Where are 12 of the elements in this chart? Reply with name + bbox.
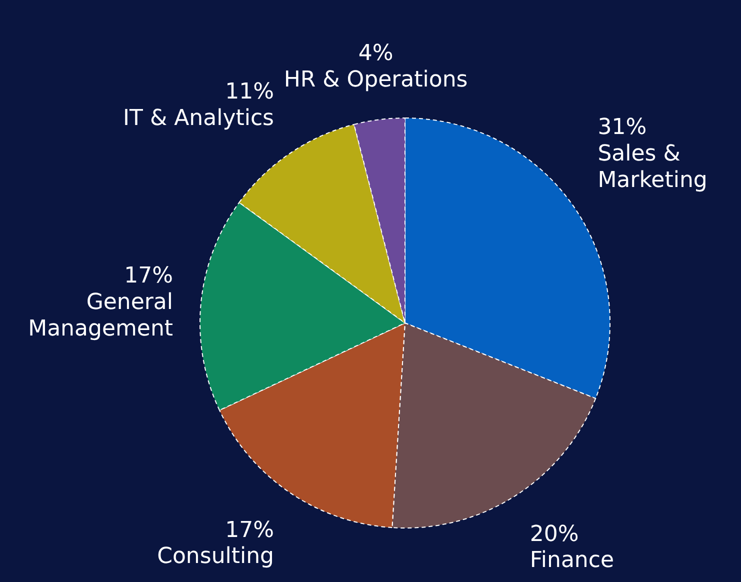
data-label: 31% — [598, 114, 647, 140]
slice-label: Consulting — [157, 544, 274, 570]
slice-label: HR & Operations — [284, 68, 468, 93]
data-label: 20% — [530, 522, 579, 547]
slice-label: Finance — [530, 548, 614, 574]
data-label: 11% — [225, 80, 274, 105]
slice-label: IT & Analytics — [123, 106, 274, 132]
slice-label: General Management — [28, 290, 174, 342]
data-label: 17% — [124, 264, 174, 289]
slice-label: Sales & Marketing — [598, 141, 708, 193]
data-label: 4% — [358, 41, 394, 66]
data-label: 17% — [225, 518, 274, 543]
